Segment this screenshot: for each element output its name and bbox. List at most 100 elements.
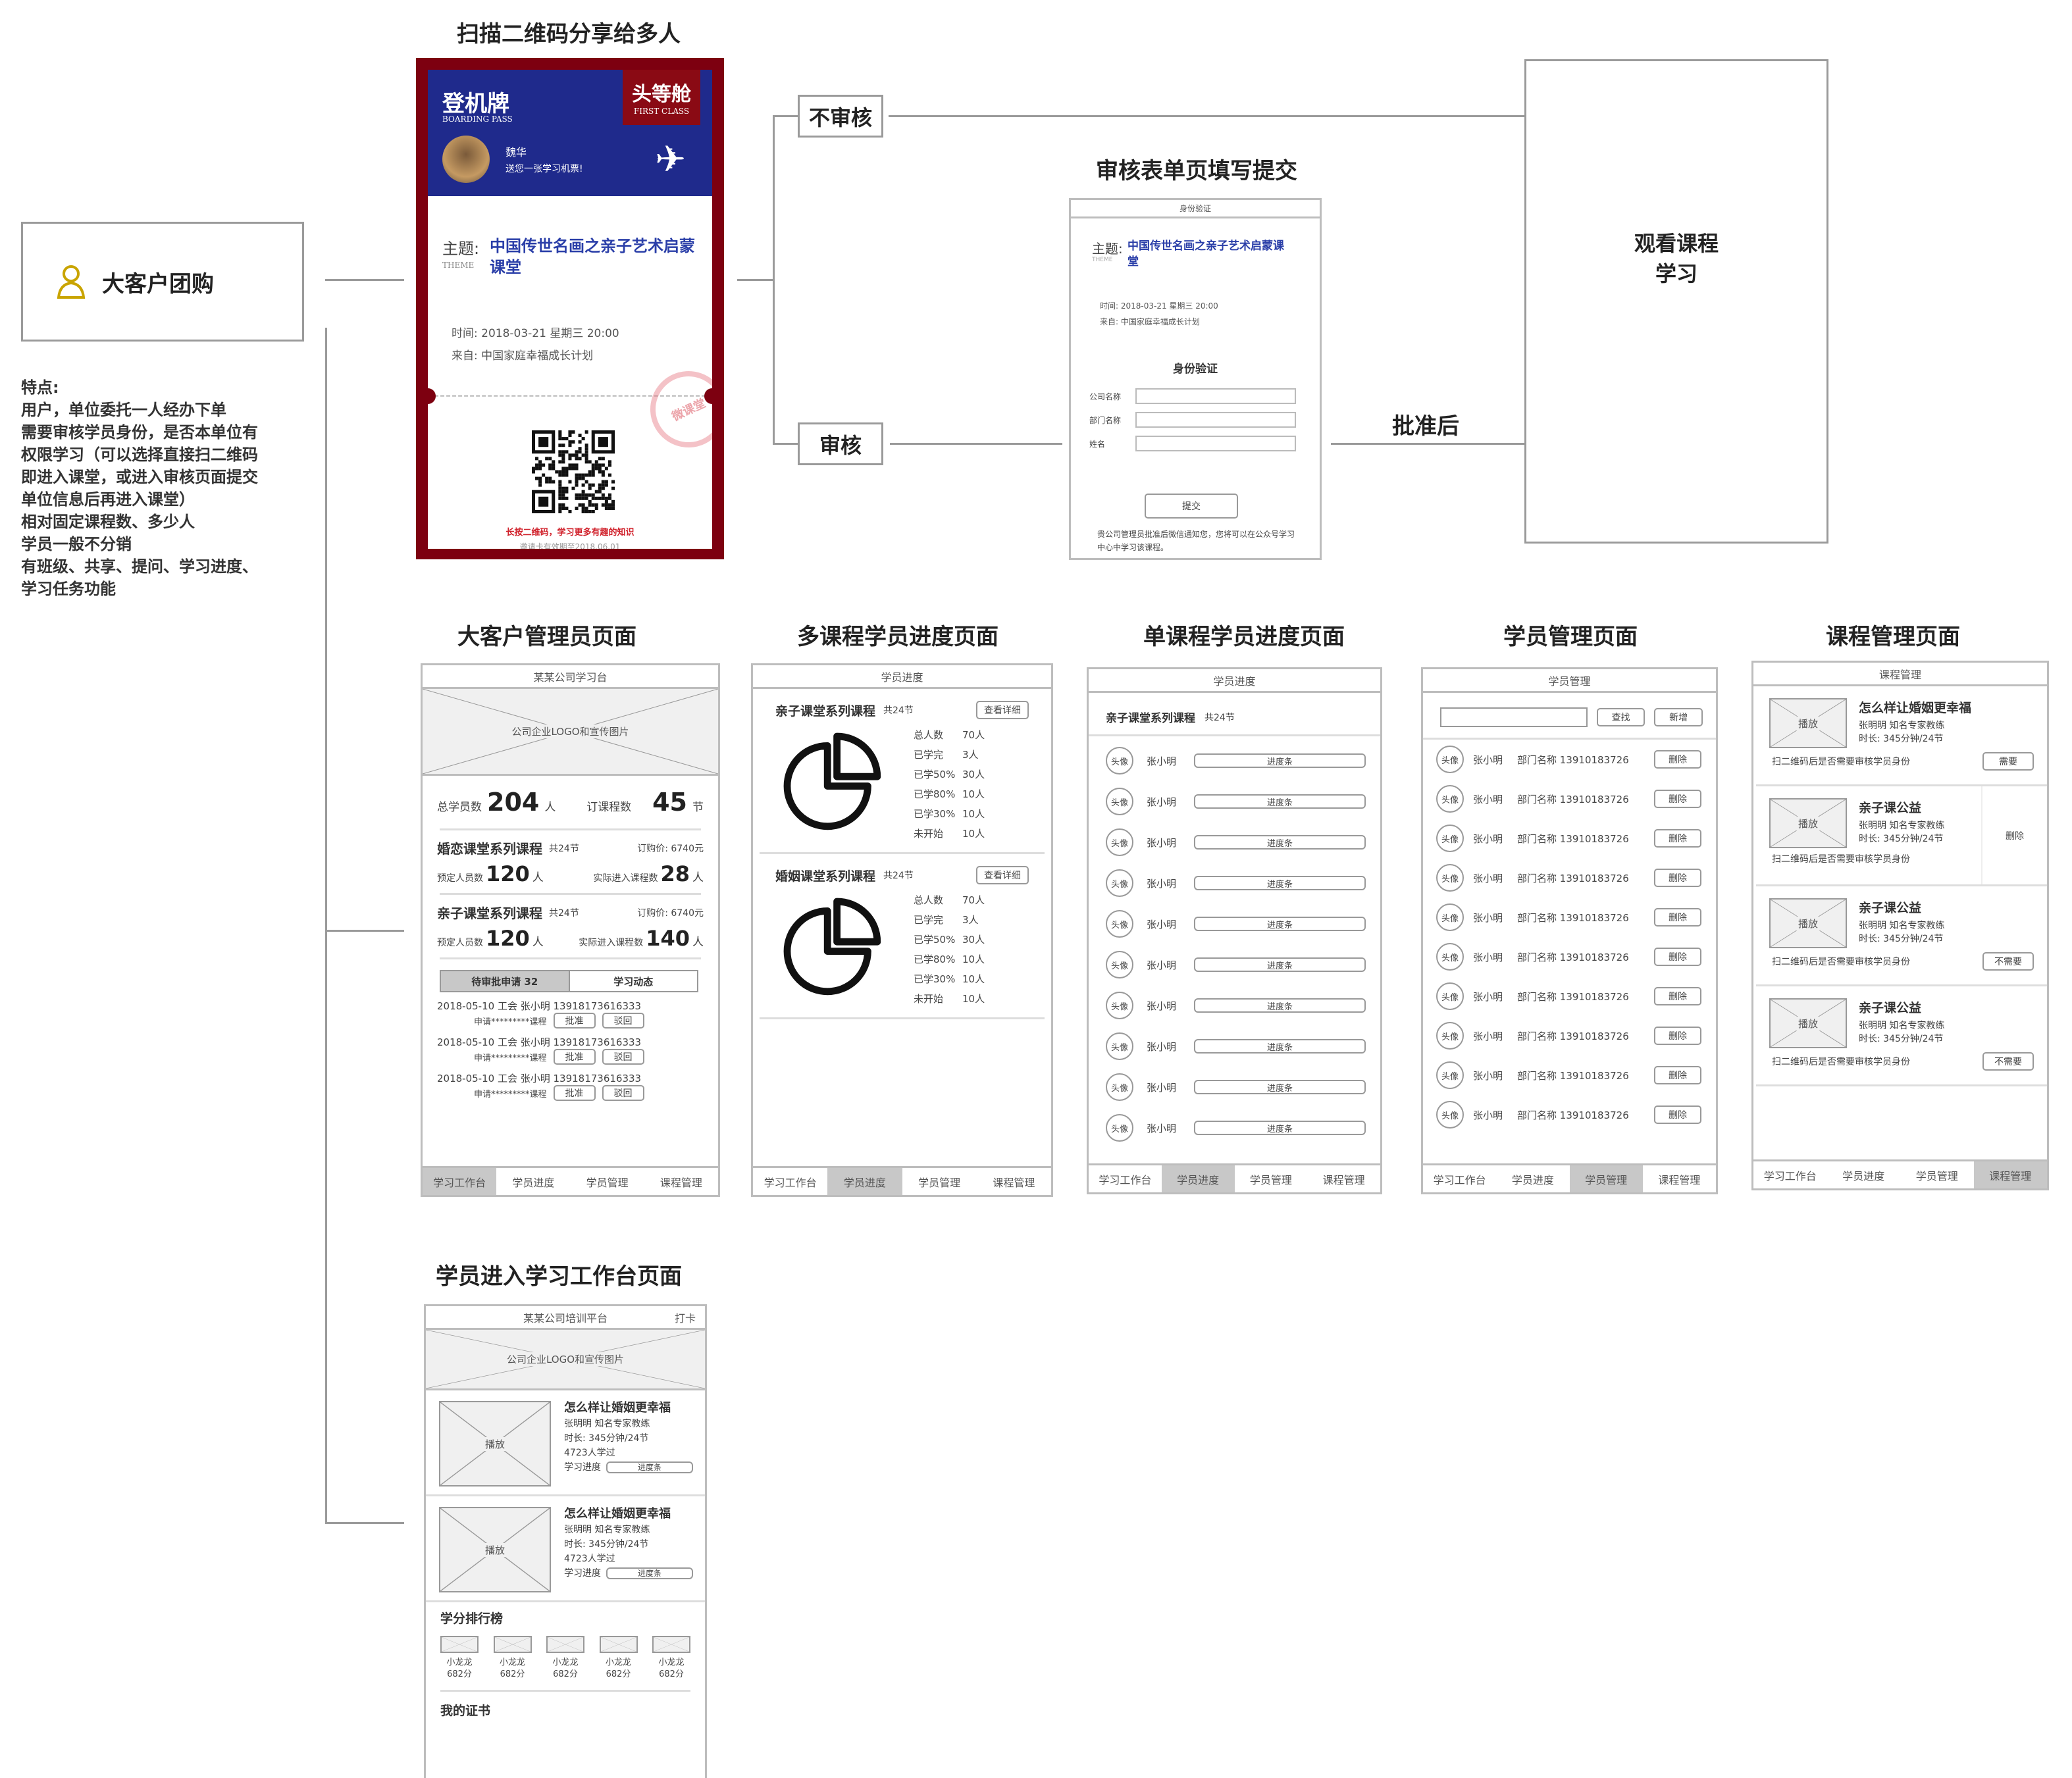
progress-bar: 进度条 <box>1194 917 1366 931</box>
tab-0[interactable]: 学习工作台 <box>1433 1173 1486 1186</box>
stat-label: 未开始 <box>914 992 944 1005</box>
no-review-node: 不审核 <box>798 95 883 138</box>
tab-3[interactable]: 课程管理 <box>1973 1161 2047 1188</box>
avatar: 头像 <box>1106 788 1133 815</box>
form-field-input[interactable] <box>1135 388 1296 404</box>
play-button[interactable]: 播放 <box>1795 816 1821 830</box>
tab-3[interactable]: 课程管理 <box>993 1176 1035 1189</box>
form-from: 来自: 中国家庭幸福成长计划 <box>1100 317 1200 326</box>
tab-2[interactable]: 学员管理 <box>1569 1165 1643 1192</box>
request-course: 申请*********课程 <box>474 1089 547 1100</box>
connector <box>1331 443 1526 445</box>
student-name: 张小明 <box>1147 877 1177 890</box>
tab-3[interactable]: 课程管理 <box>1658 1173 1701 1186</box>
reject-button[interactable]: 驳回 <box>602 1085 644 1101</box>
tab-0[interactable]: 学习工作台 <box>423 1168 497 1195</box>
stat-value: 10人 <box>962 807 985 820</box>
student-name: 张小明 <box>1147 1122 1177 1134</box>
tab-0[interactable]: 学习工作台 <box>764 1176 817 1189</box>
review-toggle-button[interactable]: 不需要 <box>1982 952 2034 971</box>
page-header: 学员进度 <box>753 665 1051 689</box>
delete-button[interactable]: 删除 <box>1654 1066 1701 1084</box>
play-button[interactable]: 播放 <box>482 1542 507 1557</box>
tab-pending[interactable]: 待审批申请 32 <box>441 971 570 991</box>
delete-button[interactable]: 删除 <box>1654 829 1701 848</box>
request-course: 申请*********课程 <box>474 1017 547 1027</box>
student-name: 张小明 <box>1473 911 1503 924</box>
avatar: 头像 <box>1106 747 1133 775</box>
reject-button[interactable]: 驳回 <box>602 1049 644 1065</box>
avatar: 头像 <box>1436 1022 1464 1050</box>
play-button[interactable]: 播放 <box>1795 916 1821 930</box>
approve-button[interactable]: 批准 <box>553 1013 596 1029</box>
delete-button[interactable]: 删除 <box>1654 987 1701 1005</box>
delete-button[interactable]: 删除 <box>1654 908 1701 927</box>
search-input[interactable] <box>1440 707 1588 727</box>
delete-button[interactable]: 删除 <box>1654 790 1701 808</box>
delete-button[interactable]: 删除 <box>1654 869 1701 887</box>
ranking-name: 小龙龙 <box>499 1658 525 1667</box>
avatar: 头像 <box>1106 828 1133 856</box>
tab-2[interactable]: 学员管理 <box>1915 1169 1958 1182</box>
play-button[interactable]: 播放 <box>1795 1016 1821 1030</box>
approve-button[interactable]: 批准 <box>553 1049 596 1065</box>
view-detail-button[interactable]: 查看详细 <box>976 701 1029 719</box>
student-name: 张小明 <box>1147 796 1177 808</box>
multi-progress-page: 学员进度 亲子课堂系列课程 共24节 查看详细 总人数 70人 已学完 3人 已学50% 30… <box>751 663 1053 1197</box>
tab-2[interactable]: 学员管理 <box>1249 1173 1292 1186</box>
request-item: 2018-05-10 工会 张小明 13918173616333 申请*****… <box>437 999 704 1029</box>
form-theme: 中国传世名画之亲子艺术启蒙课堂 <box>1127 240 1284 268</box>
tab-3[interactable]: 课程管理 <box>660 1176 702 1189</box>
delete-action[interactable]: 删除 <box>1981 786 2047 884</box>
review-form-page: 身份验证 主题: THEME 中国传世名画之亲子艺术启蒙课堂 时间: 2018-… <box>1069 198 1322 560</box>
form-field-input[interactable] <box>1135 436 1296 451</box>
view-detail-button[interactable]: 查看详细 <box>976 866 1029 884</box>
play-button[interactable]: 播放 <box>482 1436 507 1451</box>
delete-button[interactable]: 删除 <box>1654 948 1701 966</box>
tab-2[interactable]: 学员管理 <box>586 1176 629 1189</box>
connector <box>773 115 775 444</box>
student-row: 头像 张小明 部门名称 13910183726 删除 <box>1423 819 1716 858</box>
request-course: 申请*********课程 <box>474 1053 547 1063</box>
delete-button[interactable]: 删除 <box>1654 1027 1701 1045</box>
tab-activity[interactable]: 学习动态 <box>613 975 654 988</box>
banner-label: 公司企业LOGO和宣传图片 <box>504 1352 627 1366</box>
stat-value: 3人 <box>962 748 979 761</box>
pie-chart-icon <box>783 732 881 830</box>
share-title: 扫描二维码分享给多人 <box>457 21 681 47</box>
approve-button[interactable]: 批准 <box>553 1085 596 1101</box>
delete-button[interactable]: 删除 <box>1654 750 1701 769</box>
ranking-item: 小龙龙 682分 <box>599 1636 638 1681</box>
student-progress-row: 头像 张小明 进度条 <box>1089 1107 1380 1148</box>
tab-2[interactable]: 学员管理 <box>918 1176 961 1189</box>
tab-1[interactable]: 学员进度 <box>1161 1165 1235 1192</box>
search-button[interactable]: 查找 <box>1596 708 1645 726</box>
progress-bar: 进度条 <box>1194 794 1366 809</box>
ranking-name: 小龙龙 <box>658 1658 685 1667</box>
feature-line: 特点: <box>21 378 59 397</box>
tab-1[interactable]: 学员进度 <box>1511 1173 1554 1186</box>
stat-label: 已学80% <box>914 953 956 965</box>
tab-1[interactable]: 学员进度 <box>1842 1169 1885 1182</box>
tab-3[interactable]: 课程管理 <box>1322 1173 1365 1186</box>
form-theme-en: THEME <box>1092 257 1113 263</box>
play-button[interactable]: 播放 <box>1795 716 1821 730</box>
review-toggle-button[interactable]: 不需要 <box>1982 1052 2034 1071</box>
delete-button[interactable]: 删除 <box>1654 1105 1701 1124</box>
checkin-button[interactable]: 打卡 <box>674 1311 696 1325</box>
booked-value: 120 <box>486 861 530 886</box>
add-button[interactable]: 新增 <box>1654 708 1703 726</box>
tab-0[interactable]: 学习工作台 <box>1763 1169 1817 1182</box>
submit-button[interactable]: 提交 <box>1145 494 1238 519</box>
progress-bar: 进度条 <box>606 1567 693 1579</box>
course-name: 怎么样让婚姻更幸福 <box>564 1401 671 1415</box>
reject-button[interactable]: 驳回 <box>602 1013 644 1029</box>
progress-bar: 进度条 <box>1194 835 1366 850</box>
course-duration: 时长: 345分钟/24节 <box>1859 934 1944 944</box>
review-toggle-button[interactable]: 需要 <box>1982 752 2034 771</box>
tab-0[interactable]: 学习工作台 <box>1099 1173 1152 1186</box>
tab-1[interactable]: 学员进度 <box>512 1176 555 1189</box>
tab-1[interactable]: 学员进度 <box>827 1168 902 1195</box>
ranking-item: 小龙龙 682分 <box>546 1636 584 1681</box>
form-field-input[interactable] <box>1135 412 1296 428</box>
